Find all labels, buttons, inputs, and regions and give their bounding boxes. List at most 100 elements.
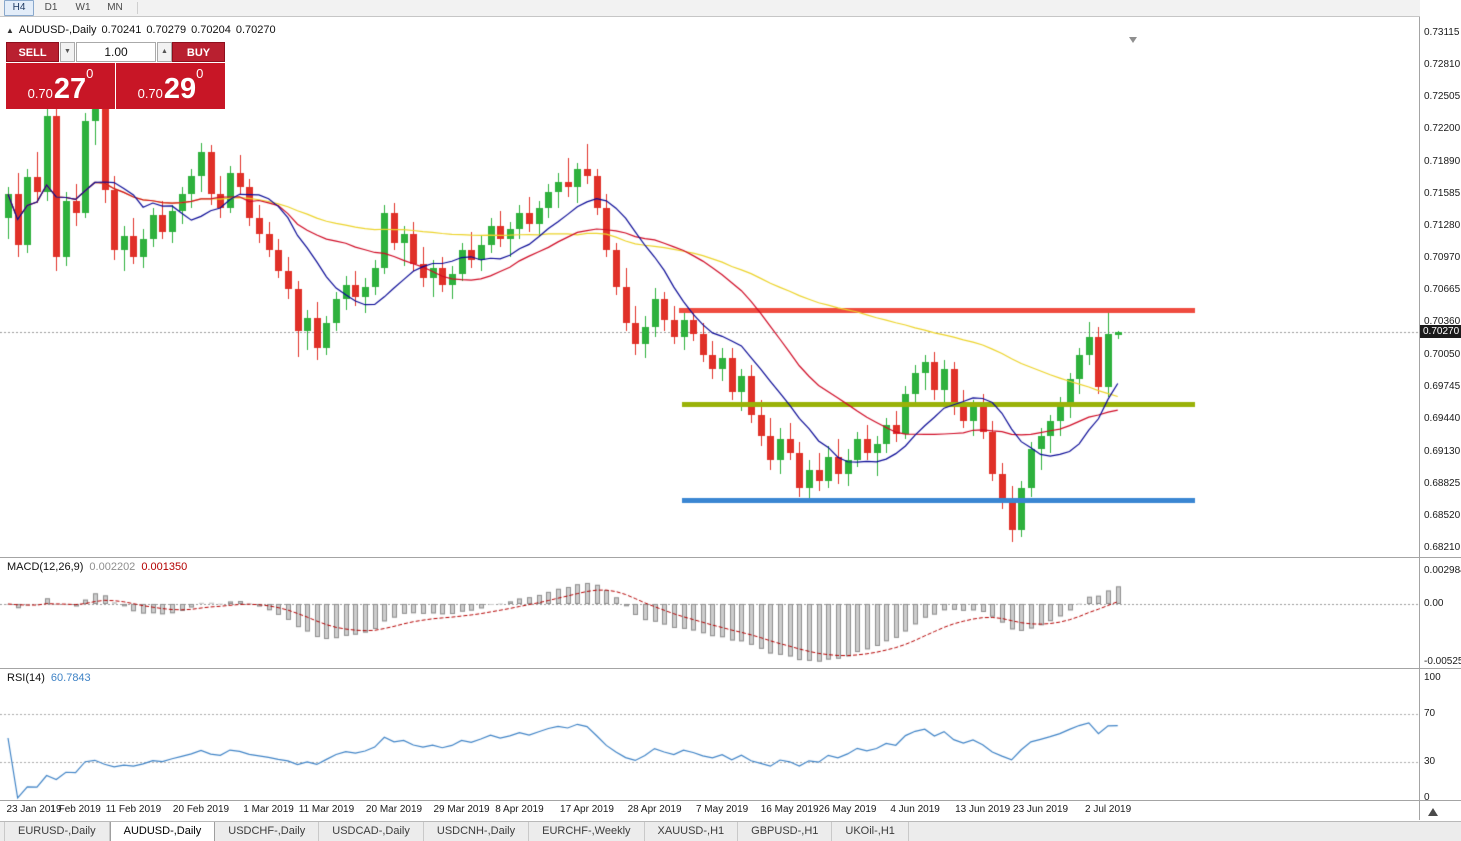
- date-axis-label: 1 Feb 2019: [50, 804, 101, 815]
- timeframe-toolbar: H4 D1 W1 MN: [0, 0, 1461, 17]
- chart-tab-usdchf-daily[interactable]: USDCHF-,Daily: [215, 822, 320, 841]
- sell-price-panel[interactable]: 0.70 27 0: [6, 63, 115, 109]
- date-axis-label: 1 Mar 2019: [243, 804, 294, 815]
- price-axis-label: 0.70970: [1424, 252, 1461, 263]
- toolbar-separator: [137, 2, 138, 14]
- chart-tab-gbpusd-h1[interactable]: GBPUSD-,H1: [738, 822, 833, 841]
- panel-separator: [0, 800, 1461, 801]
- volume-decrease-icon[interactable]: ▼: [60, 42, 75, 62]
- date-axis[interactable]: 23 Jan 2019 1 Feb 2019 11 Feb 2019 20 Feb 2…: [0, 801, 1461, 820]
- buy-button[interactable]: BUY: [172, 42, 225, 62]
- chart-tab-eurchf-weekly[interactable]: EURCHF-,Weekly: [529, 822, 645, 841]
- rsi-axis-label: 100: [1424, 672, 1441, 683]
- price-chart-canvas[interactable]: [0, 17, 1419, 557]
- price-axis-label: 0.68825: [1424, 478, 1461, 489]
- timeframe-button-h4[interactable]: H4: [4, 0, 34, 16]
- open-value: 0.70241: [101, 24, 142, 36]
- rsi-indicator-canvas[interactable]: [0, 669, 1419, 800]
- chart-tab-eurusd-daily[interactable]: EURUSD-,Daily: [4, 822, 110, 841]
- chart-area: [0, 17, 1461, 821]
- date-axis-label: 29 Mar 2019: [433, 804, 490, 815]
- price-axis-label: 0.70360: [1424, 316, 1461, 327]
- date-axis-label: 16 May 2019: [760, 804, 819, 815]
- one-click-panel-toggle-icon[interactable]: ▲: [6, 26, 14, 35]
- timeframe-button-mn[interactable]: MN: [107, 2, 123, 13]
- chart-tab-xauusd-h1[interactable]: XAUUSD-,H1: [645, 822, 739, 841]
- chart-tab-usdcad-daily[interactable]: USDCAD-,Daily: [319, 822, 424, 841]
- chart-tab-ukoil-h1[interactable]: UKOil-,H1: [832, 822, 909, 841]
- one-click-trade-panel: SELL ▼ 1.00 ▲ BUY 0.70 27 0 0.70 29 0: [6, 42, 226, 109]
- price-axis-label: 0.72200: [1424, 123, 1461, 134]
- close-value: 0.70270: [235, 24, 276, 36]
- date-axis-label: 7 May 2019: [695, 804, 749, 815]
- chart-title: ▲ AUDUSD-,Daily 0.70241 0.70279 0.70204 0.702…: [6, 24, 276, 36]
- rsi-label: RSI(14) 60.7843: [7, 672, 91, 684]
- price-axis-label: 0.72505: [1424, 91, 1461, 102]
- macd-main-value: 0.002202: [89, 561, 136, 573]
- axis-separator: [1419, 17, 1420, 820]
- panel-separator[interactable]: [0, 557, 1461, 558]
- price-axis-label: 0.68210: [1424, 542, 1461, 553]
- sell-price-point: 0: [86, 66, 94, 81]
- date-axis-label: 26 May 2019: [818, 804, 877, 815]
- price-axis-label: 0.68520: [1424, 510, 1461, 521]
- date-axis-label: 23 Jun 2019: [1013, 804, 1069, 815]
- date-axis-label: 28 Apr 2019: [627, 804, 682, 815]
- price-axis-label: 0.70050: [1424, 349, 1461, 360]
- macd-axis-label: -0.005254: [1424, 656, 1461, 667]
- price-axis[interactable]: 0.70270 0.73115 0.72810 0.72505 0.72200 0.71…: [1420, 0, 1461, 821]
- timeframe-button-w1[interactable]: W1: [75, 2, 91, 13]
- price-axis-label: 0.69745: [1424, 381, 1461, 392]
- date-axis-label: 11 Feb 2019: [105, 804, 162, 815]
- price-axis-label: 0.73115: [1424, 27, 1460, 38]
- price-axis-label: 0.71890: [1424, 156, 1461, 167]
- buy-price-prefix: 0.70: [137, 86, 163, 101]
- date-axis-label: 17 Apr 2019: [560, 804, 614, 815]
- date-axis-label: 4 Jun 2019: [890, 804, 940, 815]
- price-axis-label: 0.70665: [1424, 284, 1461, 295]
- chart-tab-audusd-daily[interactable]: AUDUSD-,Daily: [109, 822, 216, 841]
- rsi-axis-label: 70: [1424, 708, 1436, 719]
- price-axis-label: 0.69440: [1424, 413, 1461, 424]
- panel-separator[interactable]: [0, 668, 1461, 669]
- rsi-axis-label: 30: [1424, 756, 1436, 767]
- rsi-value: 60.7843: [50, 672, 91, 684]
- price-axis-label: 0.69130: [1424, 446, 1461, 457]
- macd-axis-label: 0.00: [1424, 598, 1444, 609]
- low-value: 0.70204: [191, 24, 231, 36]
- chart-tab-usdcnh-daily[interactable]: USDCNH-,Daily: [424, 822, 530, 841]
- date-axis-label: 20 Feb 2019: [172, 804, 230, 815]
- sell-price-prefix: 0.70: [27, 86, 53, 101]
- date-axis-label: 13 Jun 2019: [955, 804, 1011, 815]
- high-value: 0.70279: [146, 24, 187, 36]
- chart-symbol-label: AUDUSD-,Daily: [18, 24, 97, 36]
- date-axis-label: 23 Jan 2019: [6, 804, 62, 815]
- macd-label: MACD(12,26,9) 0.002202 0.001350: [7, 561, 187, 573]
- buy-price-point: 0: [196, 66, 204, 81]
- price-axis-label: 0.72810: [1424, 59, 1461, 70]
- chart-tab-bar: EURUSD-,Daily AUDUSD-,Daily USDCHF-,Daily U…: [0, 821, 1461, 841]
- date-axis-label: 2 Jul 2019: [1085, 804, 1132, 815]
- timeframe-button-d1[interactable]: D1: [44, 2, 58, 13]
- volume-increase-icon[interactable]: ▲: [157, 42, 172, 62]
- price-axis-label: 0.71280: [1424, 220, 1461, 231]
- macd-signal-value: 0.001350: [141, 561, 188, 573]
- current-price-badge: 0.70270: [1420, 325, 1461, 338]
- date-axis-label: 20 Mar 2019: [365, 804, 423, 815]
- rsi-name: RSI(14): [7, 672, 45, 684]
- volume-input[interactable]: 1.00: [76, 42, 156, 62]
- sell-price-pips: 27: [53, 73, 87, 105]
- macd-name: MACD(12,26,9): [7, 561, 84, 573]
- sell-button[interactable]: SELL: [6, 42, 59, 62]
- corner-marker-icon: [1428, 808, 1438, 816]
- macd-axis-label: 0.002984: [1424, 565, 1461, 576]
- buy-price-panel[interactable]: 0.70 29 0: [116, 63, 225, 109]
- macd-indicator-canvas[interactable]: [0, 558, 1419, 668]
- date-axis-label: 8 Apr 2019: [495, 804, 544, 815]
- chart-shift-marker-icon: [1129, 37, 1137, 43]
- price-axis-label: 0.71585: [1424, 188, 1461, 199]
- rsi-axis-label: 0: [1424, 792, 1430, 803]
- date-axis-label: 11 Mar 2019: [298, 804, 355, 815]
- buy-price-pips: 29: [163, 73, 197, 105]
